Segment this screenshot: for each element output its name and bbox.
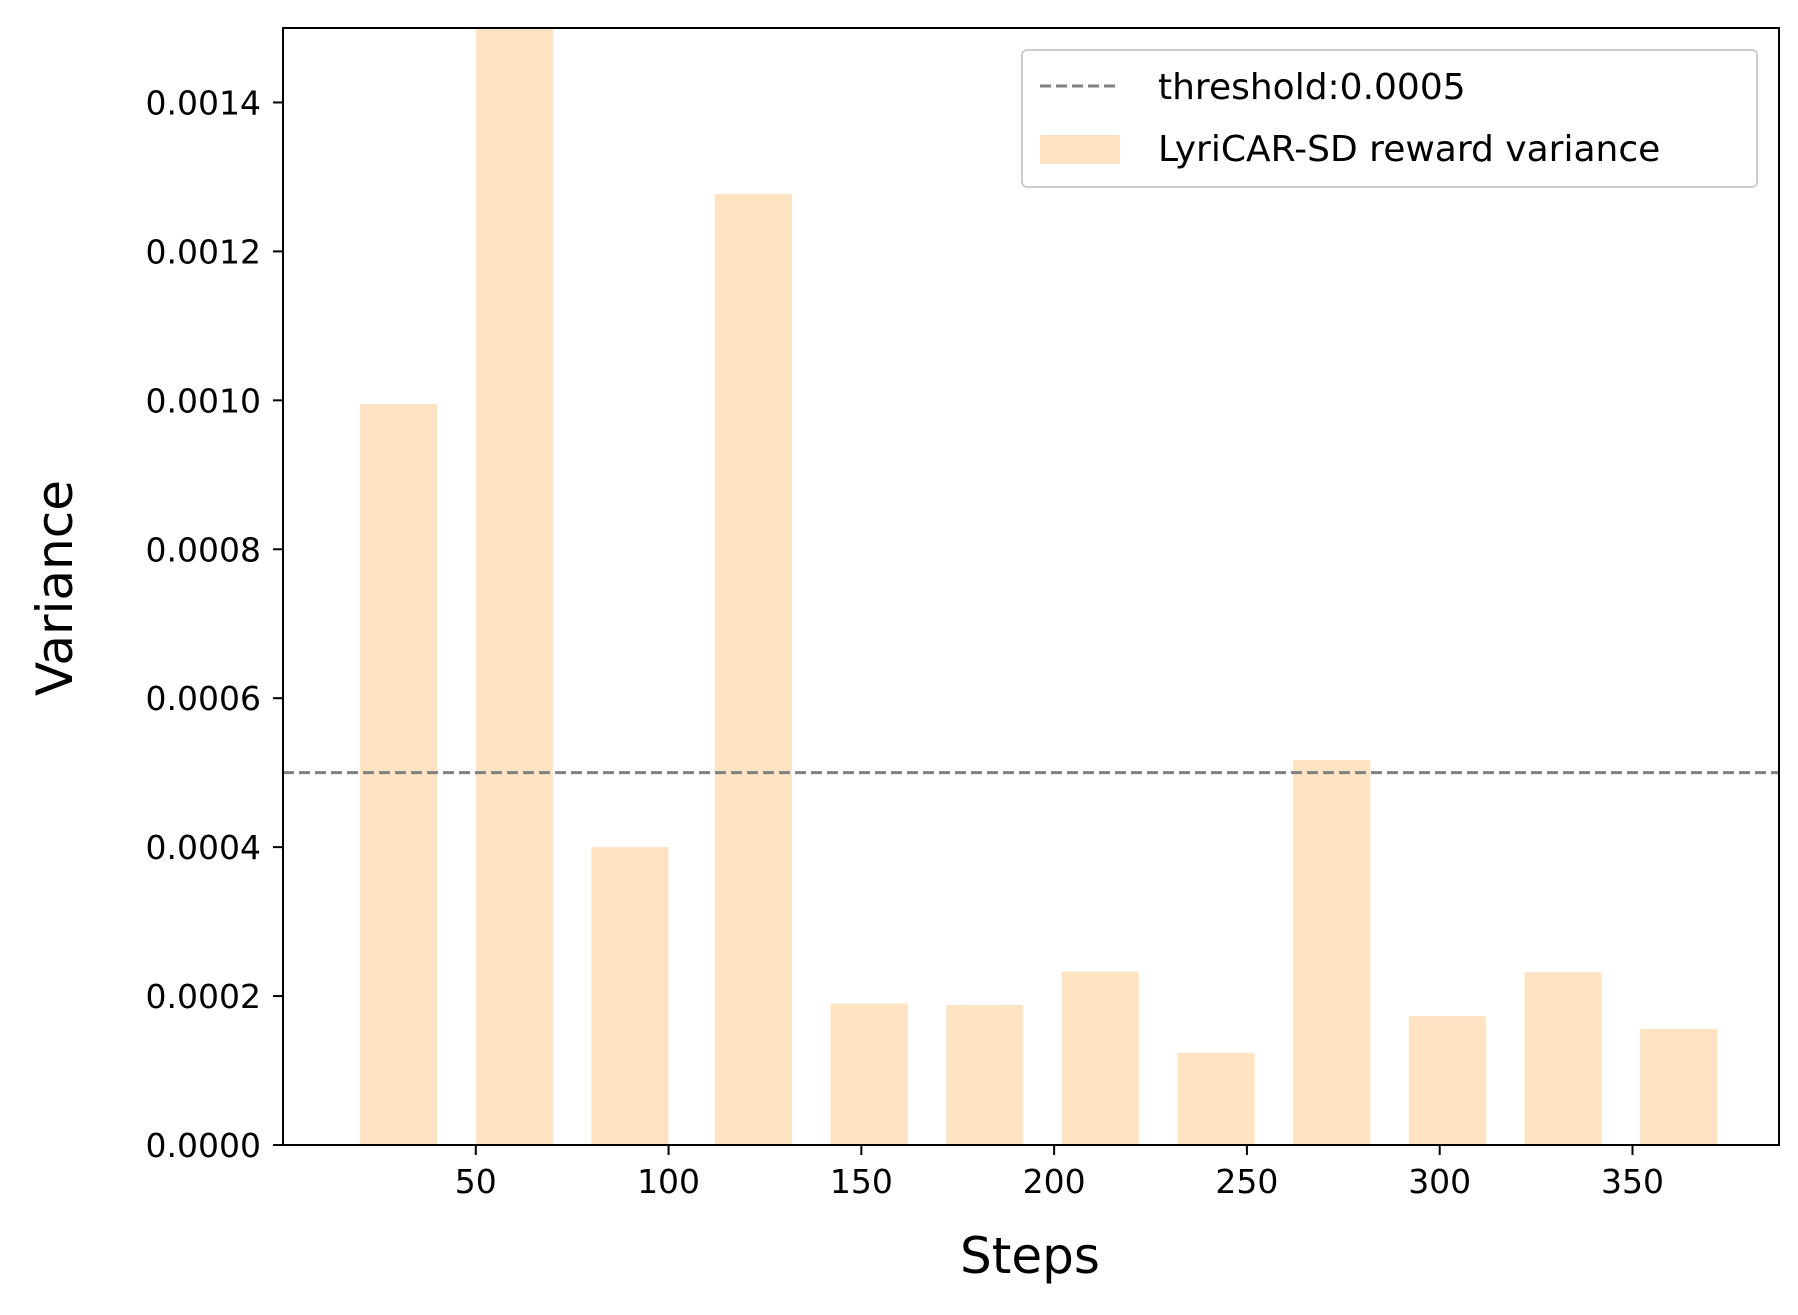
legend: threshold:0.0005 LyriCAR-SD reward varia… <box>1021 49 1758 188</box>
x-tick-label: 100 <box>637 1162 700 1201</box>
plot-frame <box>282 27 1780 1146</box>
bar-step-302 <box>1408 1016 1486 1145</box>
y-axis-title: Variance <box>26 480 84 696</box>
x-axis-title: Steps <box>960 1227 1100 1285</box>
y-tick-label: 0.0002 <box>146 977 261 1016</box>
y-tick-label: 0.0000 <box>146 1126 261 1165</box>
legend-bar-swatch <box>1040 135 1120 164</box>
y-tick-label: 0.0008 <box>146 530 261 569</box>
bar-step-182 <box>946 1005 1024 1145</box>
bar-step-30 <box>360 404 438 1146</box>
bar-step-212 <box>1061 971 1139 1145</box>
x-tick-label: 300 <box>1408 1162 1471 1201</box>
y-tick-label: 0.0010 <box>146 381 261 420</box>
legend-series-label: LyriCAR-SD reward variance <box>1158 129 1660 170</box>
bar-step-122 <box>714 194 792 1145</box>
y-tick-label: 0.0014 <box>146 83 261 122</box>
x-tick-label: 150 <box>830 1162 893 1201</box>
axes-layer: 50 100 150 200 250 300 350 0.0000 0.0002 0.0004 0.… <box>146 27 1780 1201</box>
bar-step-332 <box>1524 972 1602 1145</box>
bar-step-242 <box>1177 1052 1255 1145</box>
y-tick-label: 0.0004 <box>146 828 261 867</box>
bar-step-60 <box>475 28 553 1145</box>
legend-threshold-label: threshold:0.0005 <box>1158 67 1466 108</box>
bar-step-152 <box>830 1003 908 1145</box>
bar-step-362 <box>1640 1028 1718 1145</box>
bar-step-90 <box>591 847 669 1145</box>
x-tick-label: 200 <box>1023 1162 1086 1201</box>
y-tick-label: 0.0012 <box>146 232 261 271</box>
x-tick-label: 250 <box>1215 1162 1278 1201</box>
bars-layer <box>360 28 1718 1146</box>
x-tick-label: 350 <box>1601 1162 1664 1201</box>
legend-frame <box>1021 49 1758 188</box>
bar-step-272 <box>1293 760 1371 1145</box>
x-tick-label: 50 <box>455 1162 497 1201</box>
y-tick-label: 0.0006 <box>146 679 261 718</box>
